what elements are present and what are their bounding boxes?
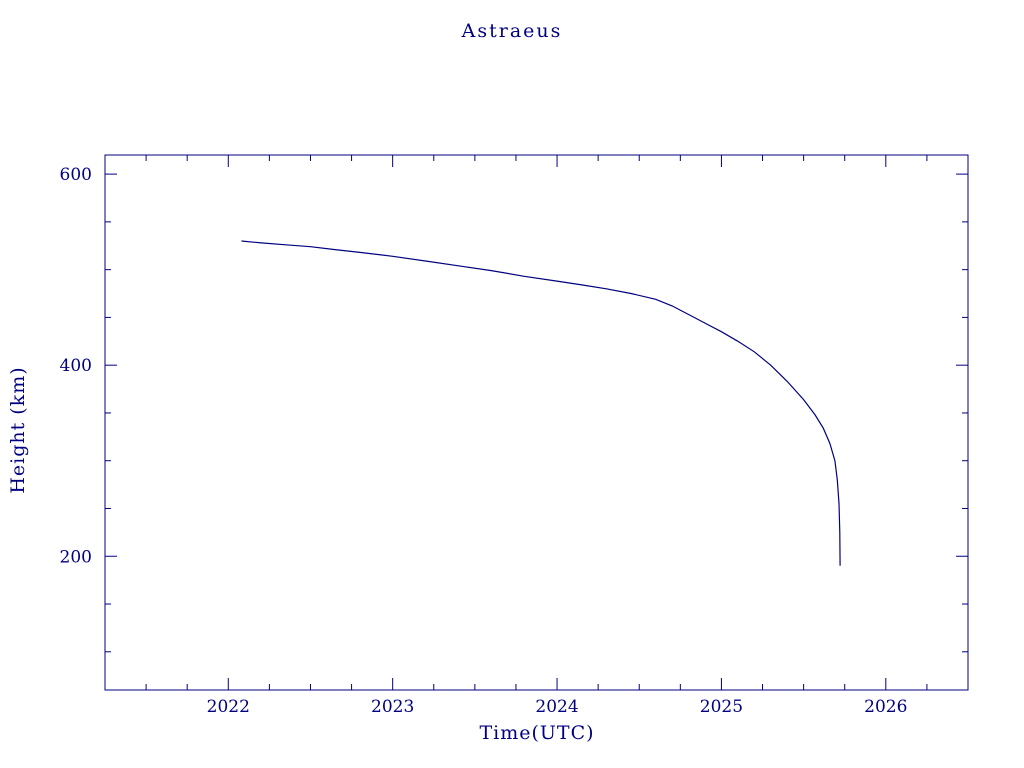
y-tick-label: 600: [60, 165, 92, 185]
x-tick-label: 2022: [207, 697, 250, 717]
decay-curve: [241, 240, 841, 566]
y-tick-label: 200: [60, 547, 92, 567]
x-tick-label: 2026: [864, 697, 907, 717]
x-axis-label: Time(UTC): [479, 722, 594, 744]
y-axis-label: Height (km): [7, 366, 29, 493]
height-curve: [241, 240, 841, 566]
y-tick-label: 400: [60, 356, 92, 376]
x-tick-label: 2024: [535, 697, 578, 717]
chart-title: Astraeus: [461, 20, 563, 42]
plot-frame: [104, 154, 969, 691]
plot-axes: 2022 2023 2024 2025 2026 200 400 600: [60, 154, 969, 717]
x-tick-label: 2023: [371, 697, 414, 717]
x-tick-label: 2025: [700, 697, 743, 717]
